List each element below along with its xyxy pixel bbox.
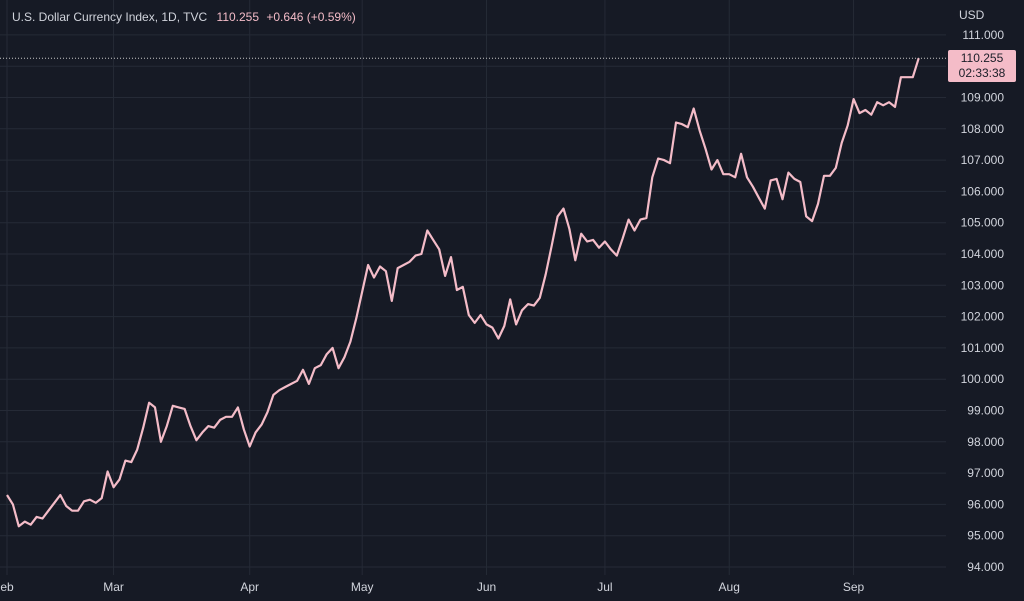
y-tick-label: 111.000 bbox=[962, 28, 1004, 42]
y-tick-label: 107.000 bbox=[961, 153, 1005, 167]
last-price-badge: 110.255 02:33:38 bbox=[948, 50, 1016, 82]
y-tick-label: 94.000 bbox=[967, 560, 1004, 574]
x-tick-label: Aug bbox=[719, 580, 740, 594]
y-tick-label: 100.000 bbox=[961, 372, 1005, 386]
y-tick-label: 108.000 bbox=[961, 122, 1005, 136]
x-tick-label: Sep bbox=[843, 580, 865, 594]
y-tick-label: 102.000 bbox=[961, 310, 1005, 324]
y-tick-label: 106.000 bbox=[961, 184, 1005, 198]
x-tick-label: eb bbox=[0, 580, 14, 594]
x-tick-label: May bbox=[351, 580, 374, 594]
badge-price: 110.255 bbox=[960, 51, 1004, 65]
x-tick-label: Apr bbox=[240, 580, 259, 594]
badge-countdown: 02:33:38 bbox=[958, 66, 1006, 80]
y-tick-label: 96.000 bbox=[967, 497, 1004, 511]
x-tick-label: Jul bbox=[597, 580, 612, 594]
chart-header: U.S. Dollar Currency Index, 1D, TVC 110.… bbox=[12, 10, 356, 24]
y-tick-label: 105.000 bbox=[961, 216, 1005, 230]
x-tick-label: Mar bbox=[103, 580, 124, 594]
y-tick-label: 104.000 bbox=[961, 247, 1005, 261]
header-change: +0.646 (+0.59%) bbox=[266, 10, 356, 24]
axis-unit-label: USD bbox=[959, 8, 985, 22]
series-line bbox=[6, 57, 920, 528]
grid-lines bbox=[0, 0, 946, 575]
x-tick-label: Jun bbox=[477, 580, 496, 594]
y-tick-label: 101.000 bbox=[961, 341, 1005, 355]
y-tick-label: 98.000 bbox=[967, 435, 1004, 449]
y-axis: 94.000 95.000 96.000 97.000 98.000 99.000 100.… bbox=[961, 28, 1005, 574]
y-tick-label: 109.000 bbox=[961, 91, 1005, 105]
header-price: 110.255 bbox=[216, 10, 260, 24]
y-tick-label: 103.000 bbox=[961, 278, 1005, 292]
chart-title: U.S. Dollar Currency Index, 1D, TVC bbox=[12, 10, 208, 24]
x-axis: eb Mar Apr May Jun Jul Aug Sep bbox=[0, 580, 864, 594]
y-tick-label: 97.000 bbox=[967, 466, 1004, 480]
y-tick-label: 99.000 bbox=[967, 404, 1004, 418]
y-tick-label: 95.000 bbox=[967, 529, 1004, 543]
